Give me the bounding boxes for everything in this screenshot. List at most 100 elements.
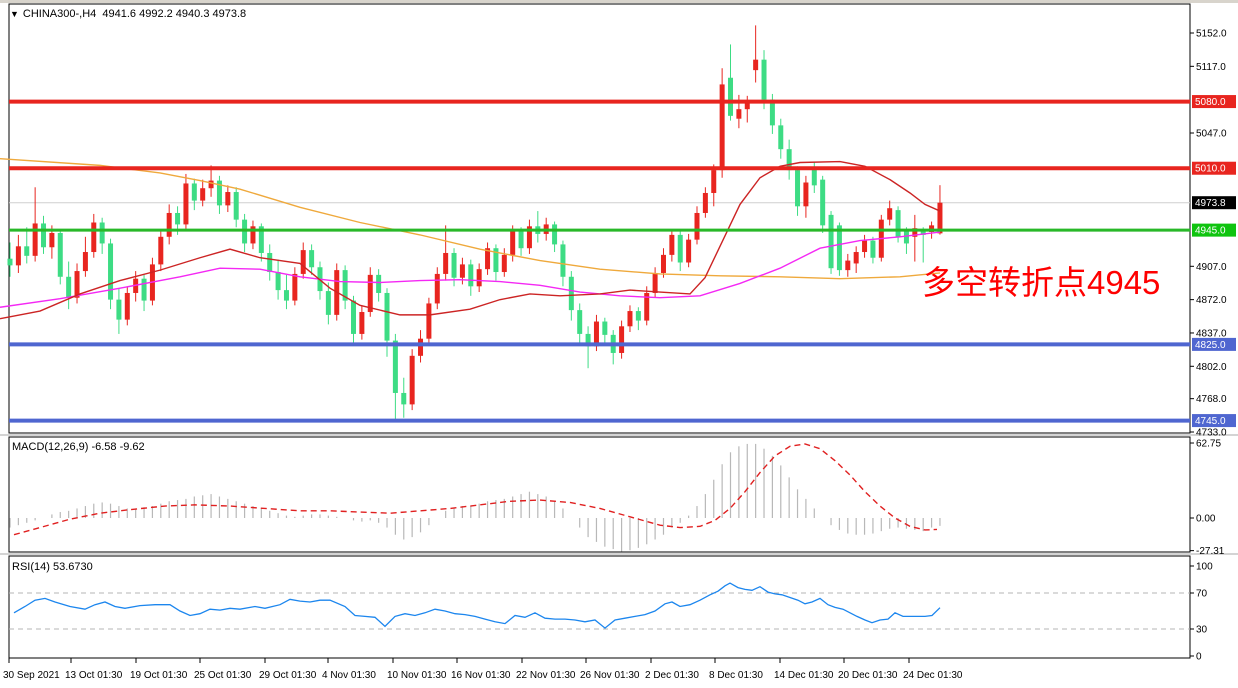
candle-body: [283, 290, 289, 301]
candle-body: [342, 270, 348, 301]
candle-body: [233, 192, 239, 220]
price-axis[interactable]: 5152.0 5117.0 5047.0 4907.0 4872.0 4837.0 4802…: [1190, 29, 1236, 439]
candle-body: [300, 250, 306, 274]
candle-body: [577, 310, 583, 334]
candle-body: [795, 170, 801, 207]
candle-body: [895, 210, 901, 237]
time-axis[interactable]: 30 Sep 2021 13 Oct 01:30 19 Oct 01:30 25 Oc…: [3, 658, 963, 681]
candle-body: [526, 226, 532, 249]
candle-body: [552, 224, 558, 245]
candle-body: [602, 321, 608, 335]
time-axis-label: 8 Dec 01:30: [709, 670, 763, 681]
candle-body: [845, 260, 851, 271]
candle-body: [644, 292, 650, 321]
candle-body: [401, 392, 407, 405]
candle-body: [367, 274, 373, 313]
candle-body: [309, 250, 315, 268]
candle-body: [175, 212, 181, 225]
candle-body: [443, 252, 449, 274]
price-badge: [1192, 414, 1236, 428]
candle-body: [392, 340, 398, 393]
candle-body: [652, 272, 658, 293]
candle-body: [627, 311, 633, 327]
candle-body: [15, 246, 21, 266]
bull-bear-pivot-annotation: 多空转折点4945: [922, 264, 1161, 301]
main-price-panel[interactable]: [0, 25, 1190, 423]
candle-body: [786, 149, 792, 171]
candle-body: [677, 234, 683, 263]
candle-body: [820, 179, 826, 226]
main-panel-frame[interactable]: [8, 3, 1191, 434]
candle-body: [200, 188, 206, 201]
candle-body: [258, 226, 264, 253]
macd-axis-label: -27.31: [1196, 546, 1225, 557]
candle-body: [468, 264, 474, 287]
candle-body: [267, 252, 273, 273]
candle-body: [476, 269, 482, 287]
symbol-period-label: CHINA300-,H4: [22, 8, 97, 20]
ma-mid-magenta: [0, 231, 941, 308]
macd-panel-frame[interactable]: [8, 436, 1191, 553]
price-badge-label: 4745.0: [1195, 416, 1226, 427]
symbol-dropdown-icon[interactable]: ▼: [10, 9, 19, 19]
time-axis-label: 4 Nov 01:30: [322, 670, 376, 681]
candle-body: [434, 273, 440, 304]
candle-body: [225, 192, 231, 206]
candle-body: [694, 212, 700, 240]
candle-body: [57, 232, 63, 277]
ma-slow-orange: [0, 158, 941, 280]
candle-body: [116, 299, 122, 320]
candle-body: [166, 212, 172, 237]
candle-body: [937, 202, 943, 234]
price-axis-label: 5117.0: [1196, 62, 1226, 73]
candle-body: [292, 273, 298, 301]
macd-panel[interactable]: 62.75 0.00 -27.31: [9, 439, 1225, 558]
rsi-panel-frame[interactable]: [8, 555, 1191, 659]
candle-body: [619, 326, 625, 353]
candle-body: [920, 230, 926, 235]
candle-body: [275, 272, 281, 291]
candle-body: [208, 180, 214, 189]
price-badge-label: 4973.8: [1195, 198, 1226, 209]
candle-body: [635, 311, 641, 321]
candle-body: [660, 254, 666, 273]
candle-body: [744, 103, 750, 110]
candle-body: [510, 231, 516, 255]
price-badge-label: 4945.0: [1195, 226, 1226, 237]
time-axis-label: 26 Nov 01:30: [580, 670, 640, 681]
candle-body: [728, 77, 734, 116]
price-axis-label: 4733.0: [1196, 428, 1227, 439]
candle-body: [74, 271, 80, 298]
candle-body: [376, 274, 382, 293]
time-axis-label: 13 Oct 01:30: [65, 670, 123, 681]
candle-body: [518, 231, 524, 249]
candle-body: [803, 182, 809, 207]
candle-body: [753, 59, 759, 71]
candle-body: [870, 240, 876, 258]
candle-body: [568, 276, 574, 311]
candle-body: [459, 264, 465, 278]
candle-body: [669, 234, 675, 255]
time-axis-label: 14 Dec 01:30: [774, 670, 834, 681]
candle-body: [828, 214, 834, 269]
time-axis-label: 29 Oct 01:30: [259, 670, 317, 681]
candle-body: [216, 180, 222, 206]
candle-body: [887, 208, 893, 220]
candle-body: [49, 232, 55, 248]
candle-body: [108, 243, 114, 300]
candle-body: [191, 183, 197, 201]
candle-body: [32, 223, 38, 256]
price-badge-label: 5080.0: [1195, 97, 1226, 108]
rsi-indicator-label: RSI(14) 53.6730: [12, 561, 93, 573]
candle-body: [912, 228, 918, 237]
time-axis-label: 24 Dec 01:30: [903, 670, 963, 681]
candle-body: [501, 254, 507, 273]
rsi-panel[interactable]: 100 70 30 0: [9, 562, 1213, 663]
time-axis-label: 2 Dec 01:30: [645, 670, 699, 681]
price-axis-label: 4837.0: [1196, 328, 1227, 339]
candle-body: [426, 303, 432, 339]
macd-indicator-label: MACD(12,26,9) -6.58 -9.62: [12, 441, 145, 453]
time-axis-label: 20 Dec 01:30: [838, 670, 898, 681]
price-axis-label: 4768.0: [1196, 394, 1227, 405]
